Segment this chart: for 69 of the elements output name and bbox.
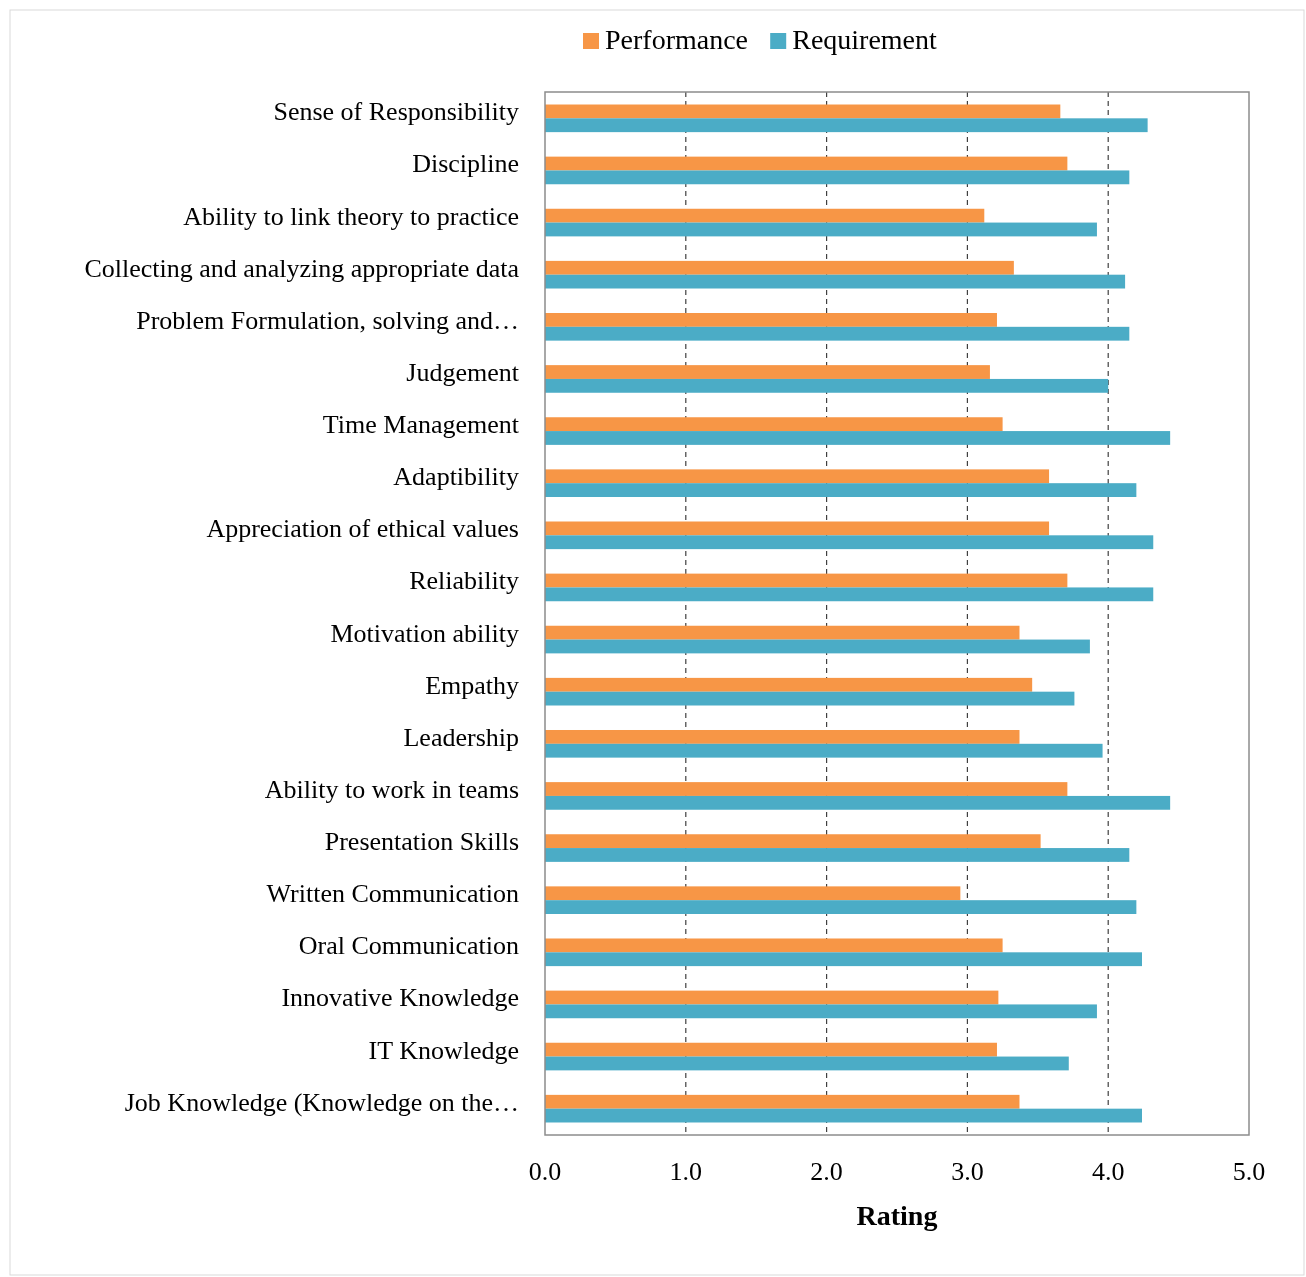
- bar: [545, 573, 1068, 588]
- y-tick-label: Problem Formulation, solving and…: [136, 305, 519, 335]
- bar: [545, 326, 1130, 341]
- bar: [545, 886, 961, 901]
- bar: [545, 639, 1090, 654]
- x-tick-label: 1.0: [669, 1157, 703, 1186]
- legend-label: Performance: [605, 24, 749, 55]
- y-tick-label: Reliability: [409, 566, 519, 596]
- bar: [545, 938, 1003, 953]
- bar: [545, 208, 985, 223]
- bar: [545, 431, 1171, 445]
- y-tick-label: Appreciation of ethical values: [206, 514, 519, 544]
- y-tick-label: Empathy: [425, 670, 519, 700]
- bar: [545, 1108, 1142, 1123]
- x-tick-label: 2.0: [810, 1157, 843, 1186]
- bar: [545, 156, 1068, 171]
- y-tick-label: Collecting and analyzing appropriate data: [84, 253, 520, 283]
- y-tick-label: Presentation Skills: [324, 827, 519, 857]
- y-tick-label: Time Management: [322, 410, 520, 440]
- legend-label: Requirement: [792, 24, 938, 55]
- bar: [545, 483, 1137, 497]
- bar: [545, 587, 1154, 602]
- y-tick-label: Sense of Responsibility: [273, 97, 519, 127]
- bar: [545, 535, 1154, 550]
- bar: [545, 952, 1142, 967]
- bar: [545, 365, 990, 379]
- bar: [545, 1042, 997, 1057]
- bar: [545, 260, 1014, 275]
- y-tick-label: Leadership: [403, 722, 519, 752]
- y-tick-label: Discipline: [412, 149, 519, 179]
- bar: [545, 990, 999, 1005]
- bar: [545, 1094, 1020, 1109]
- bar: [545, 677, 1033, 692]
- x-axis-title: Rating: [856, 1200, 938, 1231]
- y-tick-label: Motivation ability: [330, 618, 519, 648]
- bar: [545, 795, 1171, 810]
- bar: [545, 848, 1130, 862]
- y-tick-label: Innovative Knowledge: [281, 983, 519, 1013]
- y-tick-label: Judgement: [406, 357, 520, 387]
- bar: [545, 900, 1137, 914]
- bar: [545, 691, 1075, 706]
- bar: [545, 417, 1003, 432]
- bar: [545, 104, 1061, 119]
- bar: [545, 274, 1126, 289]
- y-tick-label: Ability to link theory to practice: [183, 201, 519, 231]
- bar: [545, 730, 1020, 744]
- bar: [545, 782, 1068, 796]
- bar: [545, 170, 1130, 185]
- bar: [545, 1004, 1097, 1019]
- bar: [545, 469, 1050, 484]
- bar: [545, 625, 1020, 640]
- y-tick-label: Ability to work in teams: [264, 774, 519, 804]
- x-tick-label: 0.0: [528, 1157, 562, 1186]
- bar: [545, 1056, 1069, 1071]
- y-tick-label: Written Communication: [266, 879, 519, 909]
- bar: [545, 118, 1148, 133]
- bar: [545, 834, 1041, 849]
- x-tick-label: 3.0: [951, 1157, 984, 1186]
- y-tick-label: Oral Communication: [298, 931, 519, 961]
- y-tick-label: IT Knowledge: [368, 1035, 519, 1065]
- bar: [545, 521, 1050, 536]
- y-tick-label: Adaptibility: [393, 462, 519, 492]
- bar: [545, 313, 997, 327]
- bar: [545, 222, 1097, 237]
- bar: [545, 378, 1109, 393]
- x-tick-label: 4.0: [1091, 1157, 1125, 1186]
- y-tick-label: Job Knowledge (Knowledge on the…: [124, 1087, 519, 1117]
- x-tick-label: 5.0: [1232, 1157, 1266, 1186]
- bar: [545, 743, 1103, 758]
